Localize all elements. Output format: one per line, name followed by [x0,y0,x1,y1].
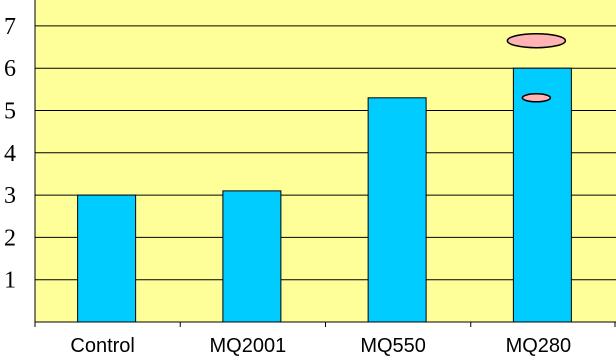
axes [34,0,616,327]
bar-mq280 [512,67,572,323]
y-tick-label-4: 4 [4,141,16,167]
x-tick-labels: Control MQ2001 MQ550 MQ280 [70,335,571,357]
markers [506,32,567,103]
y-tick-label-6: 6 [4,56,16,82]
y-tick-label-2: 2 [4,225,16,251]
marker-ellipse-1 [506,32,567,49]
x-tick-label-mq550: MQ550 [360,335,426,357]
y-tick-label-5: 5 [4,99,16,125]
x-tick-label-mq2001: MQ2001 [210,335,287,357]
bar-mq2001 [222,190,282,323]
y-tick-labels: 1 2 3 4 5 6 7 [4,14,16,294]
y-tick-label-1: 1 [4,268,16,294]
y-tick-label-7: 7 [4,14,16,40]
bar-mq550 [367,97,427,323]
x-tick-label-mq280: MQ280 [506,335,572,357]
bar-control [77,194,137,323]
marker-ellipse-2 [521,93,552,103]
y-tick-label-3: 3 [4,183,16,209]
x-tick-label-control: Control [70,335,134,357]
